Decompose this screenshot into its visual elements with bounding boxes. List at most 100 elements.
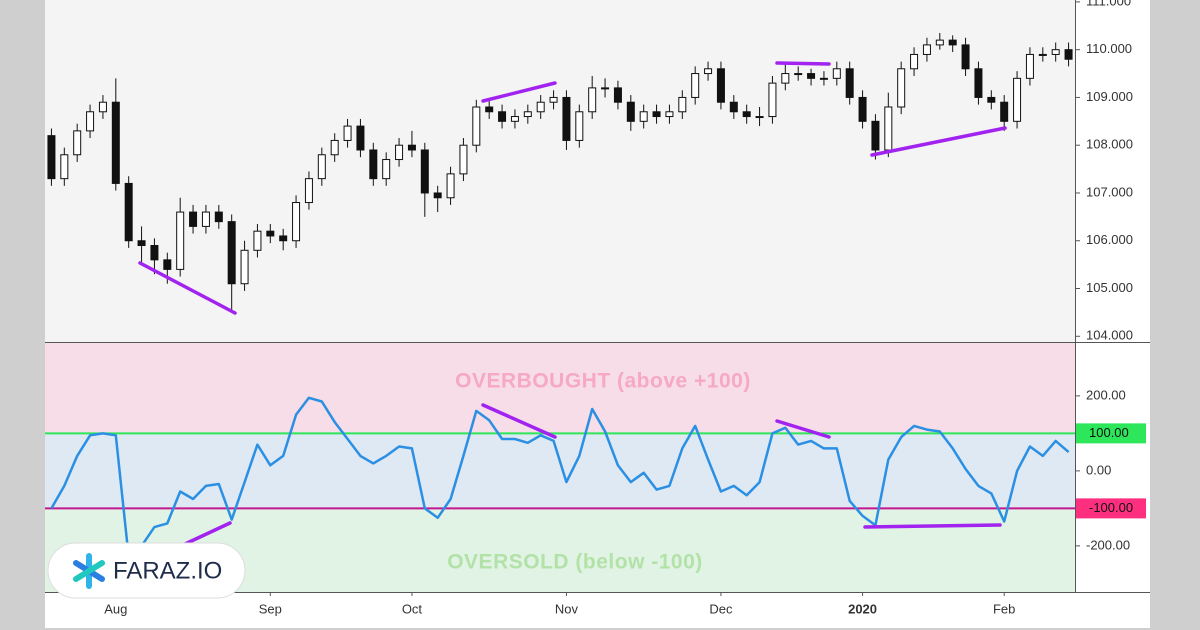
candle-body xyxy=(910,53,919,70)
y-tick-label: 104.000 xyxy=(1086,328,1133,343)
cci-panel xyxy=(45,396,1075,559)
candle-body xyxy=(163,259,172,270)
candle-body xyxy=(665,111,674,118)
candle-body xyxy=(485,106,494,113)
candle-body xyxy=(98,101,107,113)
cci-line xyxy=(50,396,1070,559)
candle-body xyxy=(845,68,854,98)
x-tick-label: Aug xyxy=(104,601,127,616)
y2-tick-label: -100.00 xyxy=(1089,500,1133,515)
candle-body xyxy=(781,73,790,84)
candle-body xyxy=(601,87,610,90)
candle-body xyxy=(227,221,236,285)
candle-body xyxy=(150,245,159,261)
candle-body xyxy=(343,125,352,141)
candle-body xyxy=(369,149,378,180)
candle-body xyxy=(176,211,185,270)
candle-body xyxy=(639,111,648,122)
y2-tick-label: 0.00 xyxy=(1086,462,1111,477)
candle-body xyxy=(317,154,326,180)
candle-body xyxy=(279,235,288,242)
candle-body xyxy=(1025,53,1034,79)
candle-body xyxy=(395,144,404,161)
candle-body xyxy=(987,96,996,103)
candle-body xyxy=(922,44,931,55)
divergence-line xyxy=(863,523,1002,529)
candle-body xyxy=(420,149,429,194)
y-tick-label: 105.000 xyxy=(1086,280,1133,295)
candle-body xyxy=(948,39,957,46)
y-tick-label: 110.000 xyxy=(1086,41,1132,56)
logo-text: FARAZ.IO xyxy=(113,557,222,584)
candle-body xyxy=(304,178,313,204)
candle-body xyxy=(111,101,120,184)
candle-body xyxy=(1000,101,1009,122)
candle-body xyxy=(356,125,365,151)
candle-body xyxy=(124,182,133,242)
x-tick-label: Sep xyxy=(259,601,282,616)
candle-body xyxy=(240,249,249,285)
x-tick-label: 2020 xyxy=(848,601,877,616)
candle-body xyxy=(382,159,391,180)
y2-tick-label: -200.00 xyxy=(1086,537,1130,552)
candle-body xyxy=(498,111,507,122)
divergence-line xyxy=(775,61,831,66)
divergence-line xyxy=(481,81,557,103)
x-tick-label: Dec xyxy=(709,601,733,616)
candle-body xyxy=(536,101,545,113)
y2-tick-label: 200.00 xyxy=(1086,387,1126,402)
y-tick-label: 106.000 xyxy=(1086,232,1133,247)
candle-body xyxy=(549,96,558,103)
candle-body xyxy=(137,240,146,247)
logo: FARAZ.IO xyxy=(47,542,246,599)
candle-body xyxy=(253,230,262,251)
candle-body xyxy=(86,111,95,132)
candle-body xyxy=(446,173,455,199)
candle-body xyxy=(768,82,777,118)
candle-body xyxy=(575,111,584,141)
candle-body xyxy=(292,202,301,242)
candle-body xyxy=(794,73,803,76)
level-label-box xyxy=(1076,423,1146,444)
x-tick-label: Feb xyxy=(993,601,1015,616)
candle-body xyxy=(1013,77,1022,122)
price-panel xyxy=(47,32,1073,313)
candle-body xyxy=(613,87,622,103)
candle-body xyxy=(961,44,970,70)
candle-body xyxy=(407,144,416,151)
candle-body xyxy=(704,68,713,75)
oversold-label: OVERSOLD (below -100) xyxy=(447,551,703,574)
candle-body xyxy=(47,135,56,180)
candle-body xyxy=(871,120,880,151)
neutral-zone xyxy=(45,433,1075,509)
candle-body xyxy=(266,230,275,237)
candle-body xyxy=(1051,49,1060,55)
candle-body xyxy=(858,96,867,122)
candle-body xyxy=(652,111,661,118)
logo-badge xyxy=(47,542,246,599)
candle-body xyxy=(189,211,198,227)
level-label-box xyxy=(1076,498,1146,519)
y2-tick-label: 100.00 xyxy=(1089,425,1129,440)
candle-body xyxy=(60,154,69,180)
x-tick-label: Nov xyxy=(555,601,579,616)
candle-body xyxy=(588,87,597,113)
candle-body xyxy=(201,211,210,227)
candle-body xyxy=(472,106,481,146)
divergence-line xyxy=(138,261,237,315)
candle-body xyxy=(73,130,82,156)
candle-body xyxy=(742,111,751,118)
overbought-zone xyxy=(45,343,1075,434)
candle-body xyxy=(935,39,944,46)
candle-body xyxy=(1038,53,1047,56)
overbought-label: OVERBOUGHT (above +100) xyxy=(455,370,751,393)
candle-body xyxy=(897,68,906,108)
logo-icon xyxy=(73,553,105,589)
candle-body xyxy=(974,68,983,98)
candle-body xyxy=(691,73,700,98)
candle-body xyxy=(330,139,339,156)
price-plot xyxy=(45,0,1075,342)
candle-body xyxy=(510,116,519,122)
candle-body xyxy=(819,77,828,80)
y-tick-label: 108.000 xyxy=(1086,137,1133,152)
